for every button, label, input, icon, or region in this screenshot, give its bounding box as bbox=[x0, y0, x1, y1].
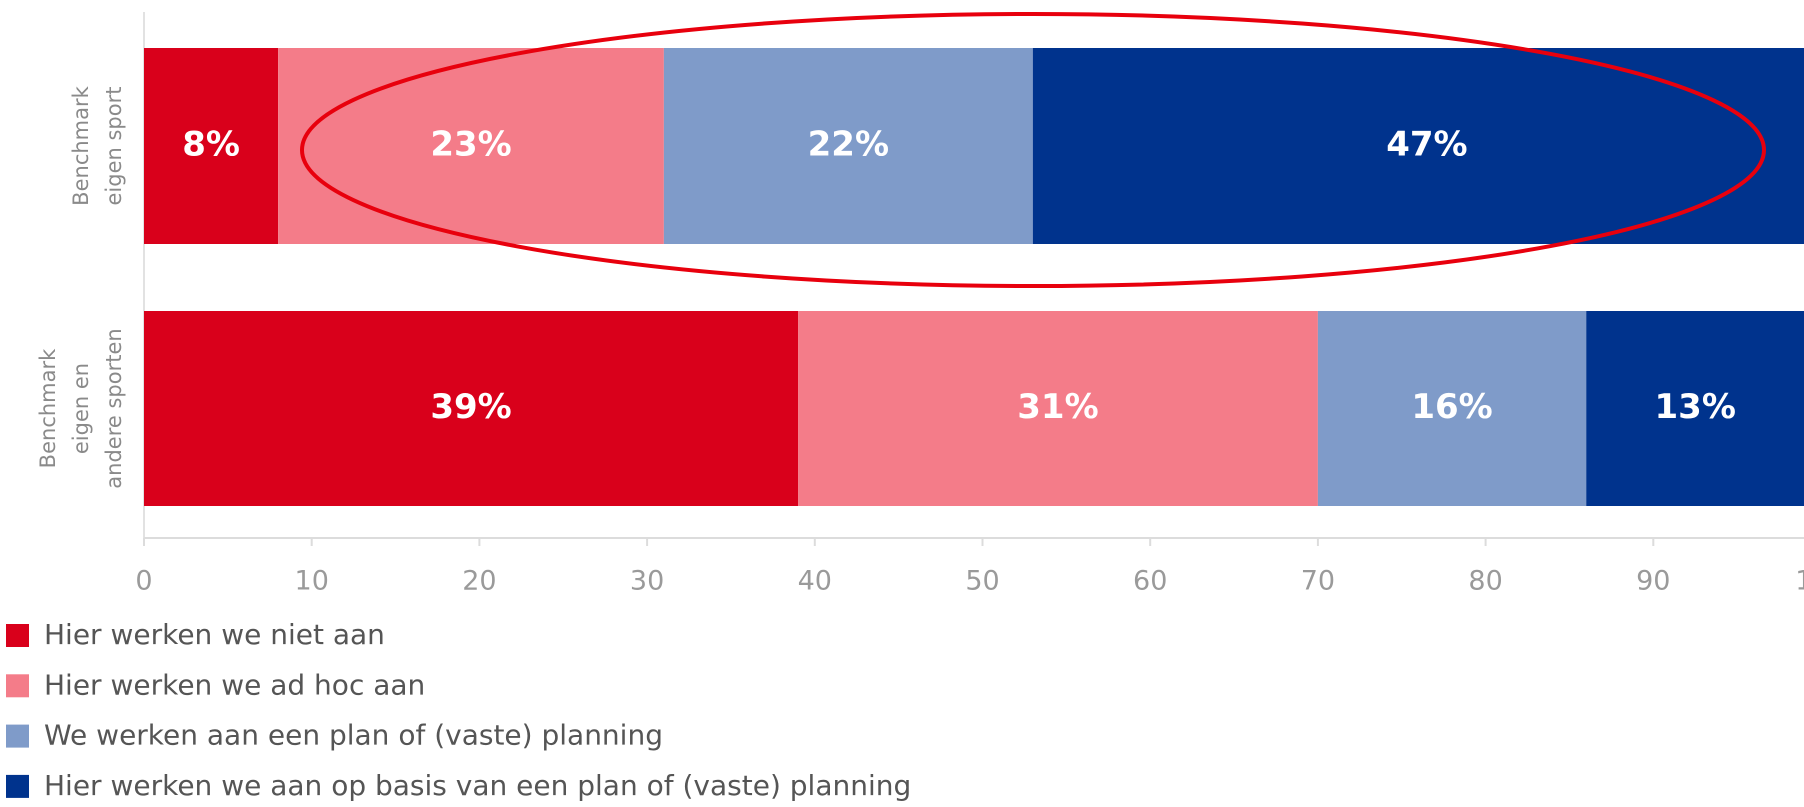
data-label: 16% bbox=[1411, 387, 1492, 427]
legend-label: We werken aan een plan of (vaste) planni… bbox=[44, 719, 663, 752]
bar-segment bbox=[144, 311, 799, 506]
bar-segment bbox=[798, 311, 1318, 506]
x-tick-label: 50 bbox=[965, 566, 999, 597]
x-tick-label: 90 bbox=[1636, 566, 1670, 597]
legend-label: Hier werken we niet aan bbox=[44, 618, 385, 651]
y-tick-label: Benchmark bbox=[36, 348, 60, 468]
x-tick-label: 0 bbox=[135, 566, 152, 597]
legend-swatch bbox=[6, 724, 29, 748]
data-label: 23% bbox=[430, 125, 511, 165]
y-tick-label: eigen en bbox=[69, 363, 93, 454]
data-label: 13% bbox=[1655, 387, 1736, 427]
bar-segment bbox=[1586, 311, 1804, 506]
legend-label: Hier werken we ad hoc aan bbox=[44, 668, 425, 701]
x-tick-label: 60 bbox=[1133, 566, 1167, 597]
bar-segment bbox=[144, 48, 279, 244]
data-label: 31% bbox=[1017, 387, 1098, 427]
x-tick-label: 10 bbox=[295, 566, 329, 597]
data-label: 22% bbox=[808, 125, 889, 165]
data-label: 39% bbox=[430, 387, 511, 427]
y-tick-label: eigen sport bbox=[102, 87, 126, 206]
highlight-ellipse bbox=[300, 12, 1766, 288]
bar-segment bbox=[663, 48, 1033, 244]
y-tick-label: andere sporten bbox=[102, 328, 126, 488]
y-tick-label: Benchmark bbox=[69, 85, 93, 205]
bar-segment bbox=[1317, 311, 1587, 506]
x-tick-label: 40 bbox=[798, 566, 832, 597]
x-tick-label: 20 bbox=[462, 566, 496, 597]
x-tick-label: 70 bbox=[1301, 566, 1335, 597]
legend-swatch bbox=[6, 624, 29, 647]
plot: 0 10 20 30 40 50 60 70 80 90 100 Benchmark eigen spo… bbox=[36, 48, 1804, 597]
x-tick-label: 30 bbox=[630, 566, 664, 597]
data-label: 8% bbox=[182, 125, 240, 165]
x-tick-label: 100 bbox=[1795, 566, 1804, 597]
legend-swatch bbox=[6, 674, 29, 698]
bar-segment bbox=[278, 48, 664, 244]
legend-swatch bbox=[6, 774, 29, 798]
bar-segment bbox=[1032, 48, 1804, 244]
data-label: 47% bbox=[1386, 125, 1467, 165]
x-tick-label: 80 bbox=[1468, 566, 1502, 597]
legend-label: Hier werken we aan op basis van een plan… bbox=[44, 769, 911, 802]
